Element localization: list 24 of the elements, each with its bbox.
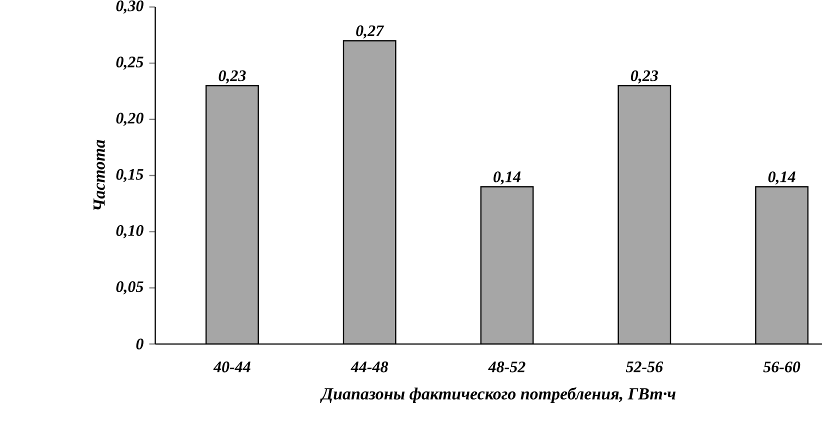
- x-tick-label: 44-48: [350, 362, 388, 372]
- y-axis-title: Частота: [94, 140, 105, 210]
- data-label: 0,14: [768, 171, 796, 185]
- x-tick-label: 48-52: [488, 362, 526, 372]
- bar: [755, 186, 809, 344]
- y-tick-label: 0,25: [116, 56, 144, 70]
- data-label: 0,27: [356, 25, 384, 39]
- x-tick-label: 40-44: [213, 362, 250, 372]
- y-tick-label: 0: [136, 338, 144, 350]
- x-tick-label: 52-56: [626, 362, 664, 372]
- y-tick-label: 0,10: [116, 225, 144, 238]
- y-tick-label: 0,05: [116, 281, 144, 294]
- x-tick-label: 56-60: [763, 362, 800, 372]
- y-tick-label: 0,30: [116, 0, 144, 14]
- y-tick-label: 0,15: [116, 168, 144, 182]
- bar: [206, 86, 258, 344]
- bar: [344, 40, 396, 344]
- data-label: 0,14: [494, 171, 521, 185]
- y-tick-label: 0,20: [116, 112, 144, 126]
- bar: [618, 86, 671, 344]
- data-label: 0,23: [630, 70, 658, 84]
- bar: [480, 186, 534, 344]
- data-label: 0,23: [218, 70, 246, 84]
- x-axis-title: Диапазоны фактического потребления, ГВт·ч: [320, 387, 676, 403]
